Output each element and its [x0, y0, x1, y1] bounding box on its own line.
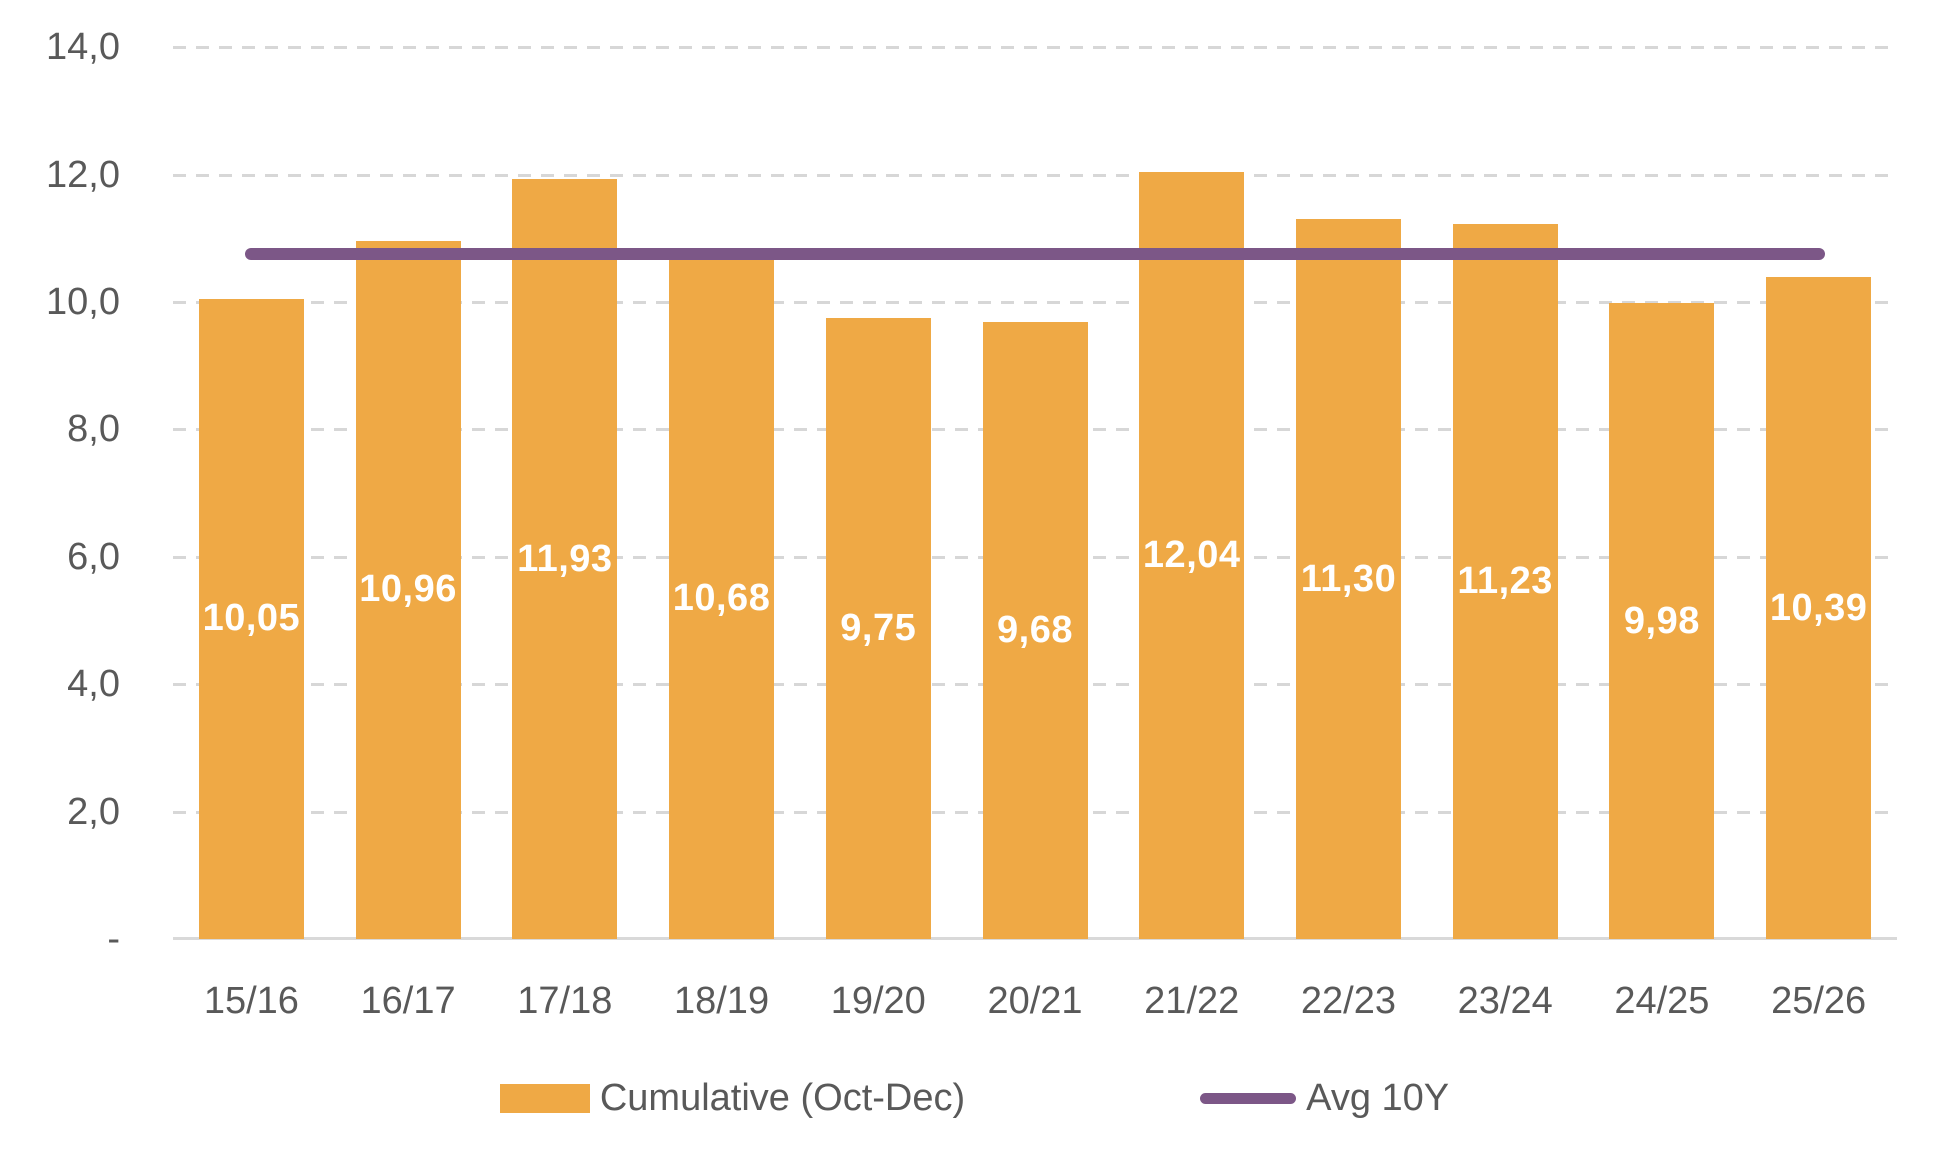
bar-19/20: 9,75 — [825, 317, 931, 939]
y-axis-tick-label: 8,0 — [67, 408, 120, 451]
bar-23/24: 11,23 — [1452, 223, 1558, 939]
y-axis-tick-label: 12,0 — [46, 153, 120, 196]
x-axis-label-18/19: 18/19 — [673, 980, 770, 1022]
x-axis-label-23/24: 23/24 — [1457, 980, 1553, 1022]
bar-value-label: 10,39 — [1769, 586, 1868, 629]
x-axis-label-22/23: 22/23 — [1300, 980, 1396, 1022]
bar-value-label: 9,75 — [840, 606, 917, 649]
x-axis-label-15/16: 15/16 — [203, 980, 299, 1022]
legend-item-avg: Avg 10Y — [1200, 1077, 1449, 1120]
bar-value-label: 11,30 — [1300, 557, 1397, 600]
bar-value-label: 11,23 — [1457, 559, 1553, 602]
gridline-y-12,0 — [173, 173, 1897, 177]
bar-25/26: 10,39 — [1766, 277, 1872, 939]
bar-24/25: 9,98 — [1609, 303, 1715, 939]
y-axis-tick-label: 2,0 — [67, 790, 120, 833]
bar-value-label: 10,68 — [672, 577, 771, 620]
x-axis-label-21/22: 21/22 — [1144, 980, 1240, 1022]
legend-line-swatch-icon — [1200, 1092, 1297, 1104]
legend: Cumulative (Oct-Dec) Avg 10Y — [0, 1068, 1949, 1128]
avg-10y-line — [245, 247, 1825, 260]
bar-21/22: 12,04 — [1139, 172, 1245, 939]
bar-18/19: 10,68 — [669, 258, 775, 939]
bar-value-label: 9,68 — [997, 609, 1073, 652]
y-axis-tick-label: 6,0 — [67, 535, 120, 578]
y-axis-tick-label: 14,0 — [46, 26, 120, 69]
bar-15/16: 10,05 — [198, 298, 304, 939]
bar-value-label: 12,04 — [1142, 534, 1241, 577]
bar-20/21: 9,68 — [982, 322, 1088, 939]
x-axis-label-24/25: 24/25 — [1614, 980, 1710, 1022]
x-axis-label-19/20: 19/20 — [830, 980, 926, 1022]
x-axis-label-17/18: 17/18 — [517, 980, 613, 1022]
bar-value-label: 10,96 — [359, 568, 457, 611]
legend-item-cumulative: Cumulative (Oct-Dec) — [499, 1076, 966, 1120]
bar-17/18: 11,93 — [512, 179, 618, 939]
bar-16/17: 10,96 — [355, 240, 461, 939]
gridline-y-14,0 — [173, 46, 1897, 50]
x-axis-label-25/26: 25/26 — [1771, 980, 1867, 1022]
y-axis-tick-label: 10,0 — [46, 281, 120, 323]
x-axis-label-16/17: 16/17 — [360, 980, 456, 1022]
gridline-y-10,0 — [173, 301, 1897, 304]
legend-bar-swatch-icon — [499, 1083, 590, 1113]
legend-label-avg: Avg 10Y — [1306, 1076, 1450, 1119]
bar-22/23: 11,30 — [1295, 219, 1401, 939]
y-axis-tick-label: 4,0 — [67, 663, 120, 706]
bar-value-label: 11,93 — [517, 537, 613, 580]
bar-value-label: 9,98 — [1623, 599, 1700, 642]
y-axis-tick-label: - — [107, 918, 120, 960]
bar-value-label: 10,05 — [202, 597, 301, 640]
x-axis-label-20/21: 20/21 — [987, 980, 1083, 1022]
legend-label-cumulative: Cumulative (Oct-Dec) — [599, 1076, 966, 1119]
